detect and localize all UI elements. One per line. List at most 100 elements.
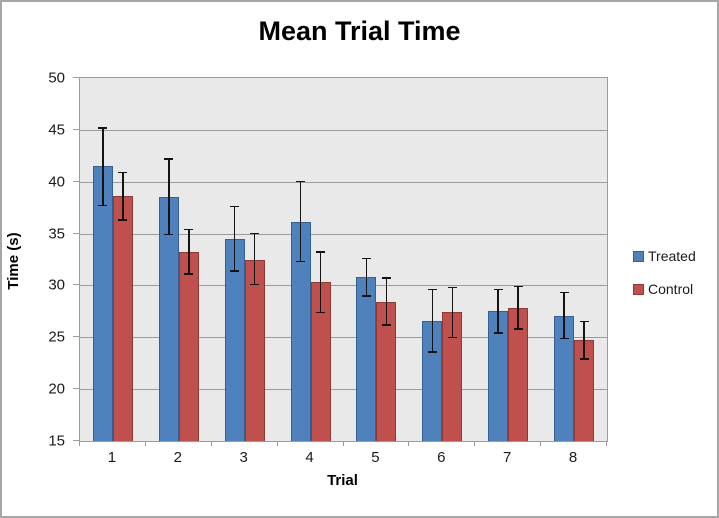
error-cap-low-treated-trial-5 xyxy=(361,295,371,297)
error-cap-high-control-trial-7 xyxy=(513,285,523,288)
x-tick-label-5: 5 xyxy=(371,449,380,466)
error-bar-treated-trial-1 xyxy=(102,127,104,206)
y-tick-mark-25 xyxy=(73,336,79,338)
y-tick-label-30: 30 xyxy=(48,276,65,294)
error-cap-low-control-trial-1 xyxy=(118,219,128,221)
gridline-20 xyxy=(80,389,607,391)
y-tick-mark-50 xyxy=(73,77,79,78)
x-tick-boundary-3 xyxy=(276,441,278,446)
x-tick-boundary-1 xyxy=(144,441,146,446)
error-cap-low-control-trial-7 xyxy=(513,328,523,330)
bar-control-trial-3 xyxy=(244,259,265,441)
error-bar-control-trial-5 xyxy=(385,278,388,325)
x-tick-boundary-0 xyxy=(79,441,80,446)
x-tick-boundary-6 xyxy=(474,441,476,446)
legend-label-control: Control xyxy=(648,281,694,297)
error-cap-high-control-trial-2 xyxy=(184,228,194,231)
gridline-30 xyxy=(80,285,607,287)
error-cap-low-control-trial-6 xyxy=(447,336,457,339)
error-bar-control-trial-4 xyxy=(319,252,322,313)
error-bar-control-trial-3 xyxy=(253,233,256,285)
error-cap-low-control-trial-5 xyxy=(381,324,391,326)
gridline-25 xyxy=(80,337,607,339)
error-bar-control-trial-1 xyxy=(122,172,124,221)
error-cap-low-treated-trial-1 xyxy=(98,204,108,207)
x-tick-label-3: 3 xyxy=(239,449,248,466)
error-cap-low-control-trial-2 xyxy=(184,273,194,275)
x-tick-boundary-7 xyxy=(540,441,542,446)
treated-color-swatch xyxy=(633,250,644,262)
y-tick-label-50: 50 xyxy=(48,69,65,87)
error-cap-low-treated-trial-3 xyxy=(230,270,240,272)
error-cap-low-treated-trial-2 xyxy=(164,233,174,236)
error-cap-high-treated-trial-2 xyxy=(164,158,174,160)
x-tick-label-8: 8 xyxy=(568,449,578,466)
y-tick-mark-30 xyxy=(73,284,79,286)
error-cap-high-treated-trial-1 xyxy=(98,127,108,129)
y-tick-label-45: 45 xyxy=(48,121,65,139)
y-tick-mark-35 xyxy=(73,232,79,234)
x-tick-label-1: 1 xyxy=(107,449,117,466)
error-bar-treated-trial-3 xyxy=(233,206,236,271)
error-cap-low-control-trial-3 xyxy=(250,283,260,286)
error-bar-treated-trial-6 xyxy=(431,289,434,352)
y-tick-label-20: 20 xyxy=(48,380,65,398)
legend-item-treated: Treated xyxy=(633,248,696,264)
error-cap-low-control-trial-4 xyxy=(316,311,326,314)
legend-item-control: Control xyxy=(633,281,696,297)
error-cap-low-treated-trial-6 xyxy=(427,351,437,353)
error-cap-high-control-trial-5 xyxy=(381,277,391,279)
error-cap-high-treated-trial-7 xyxy=(493,288,503,291)
y-tick-mark-40 xyxy=(73,180,79,182)
error-cap-low-treated-trial-7 xyxy=(493,332,503,334)
error-bar-control-trial-2 xyxy=(188,229,190,275)
x-tick-boundary-8 xyxy=(606,441,607,446)
x-tick-boundary-2 xyxy=(210,441,212,446)
chart-title: Mean Trial Time xyxy=(258,16,461,46)
error-cap-low-treated-trial-8 xyxy=(559,337,569,340)
bar-control-trial-1 xyxy=(112,196,133,441)
error-cap-high-treated-trial-4 xyxy=(296,180,306,183)
y-axis-title: Time (s) xyxy=(5,232,22,290)
legend: Treated Control xyxy=(633,248,696,314)
y-tick-label-40: 40 xyxy=(48,173,65,191)
error-bar-treated-trial-4 xyxy=(299,181,302,262)
y-tick-mark-20 xyxy=(73,388,79,390)
x-tick-boundary-4 xyxy=(342,441,344,446)
x-tick-boundary-5 xyxy=(408,441,410,446)
error-cap-high-control-trial-8 xyxy=(579,320,589,323)
y-tick-mark-15 xyxy=(73,440,79,441)
y-tick-label-35: 35 xyxy=(48,225,65,243)
error-cap-high-control-trial-6 xyxy=(447,286,457,289)
error-bar-control-trial-6 xyxy=(451,287,454,338)
error-cap-high-control-trial-3 xyxy=(250,232,260,235)
y-tick-mark-45 xyxy=(73,128,79,130)
error-cap-high-control-trial-1 xyxy=(118,171,128,174)
bar-control-trial-2 xyxy=(178,252,199,441)
x-axis-title: Trial xyxy=(327,472,358,489)
error-cap-high-treated-trial-6 xyxy=(427,288,437,291)
bar-treated-trial-5 xyxy=(356,277,377,441)
y-tick-label-15: 15 xyxy=(48,432,65,450)
error-bar-control-trial-7 xyxy=(517,286,519,329)
gridline-40 xyxy=(80,181,607,183)
error-cap-high-control-trial-4 xyxy=(316,251,326,253)
error-bar-treated-trial-7 xyxy=(497,289,499,334)
bar-treated-trial-1 xyxy=(92,166,113,441)
error-bar-control-trial-8 xyxy=(583,321,585,360)
gridline-35 xyxy=(80,233,607,235)
x-tick-label-6: 6 xyxy=(437,449,446,466)
error-cap-low-treated-trial-4 xyxy=(296,260,306,263)
error-bar-treated-trial-8 xyxy=(563,292,565,339)
x-tick-label-2: 2 xyxy=(173,449,182,466)
plot-area xyxy=(79,77,608,442)
error-cap-high-treated-trial-3 xyxy=(230,205,240,208)
y-tick-label-25: 25 xyxy=(48,328,65,346)
gridline-45 xyxy=(80,129,607,131)
error-bar-treated-trial-2 xyxy=(168,158,170,235)
error-cap-high-treated-trial-5 xyxy=(361,257,371,260)
error-bar-treated-trial-5 xyxy=(365,258,368,296)
error-cap-low-control-trial-8 xyxy=(579,358,589,360)
legend-label-treated: Treated xyxy=(648,248,696,264)
